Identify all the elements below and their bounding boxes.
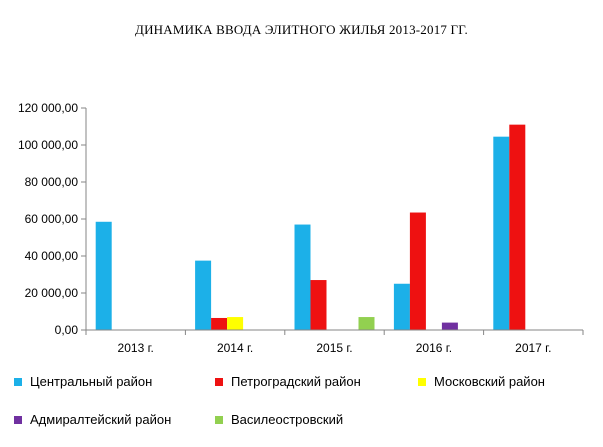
bar xyxy=(211,317,228,330)
x-tick-label: 2014 г. xyxy=(217,341,253,355)
x-axis: 2013 г. 2014 г. 2015 г. 2016 г. 2017 г. xyxy=(85,329,584,355)
bar xyxy=(95,221,112,330)
x-tick-label: 2015 г. xyxy=(316,341,352,355)
y-tick-label: 0,00 xyxy=(55,323,79,337)
bar xyxy=(393,283,410,330)
bar xyxy=(509,124,526,331)
bar xyxy=(294,224,311,330)
bar xyxy=(409,212,426,330)
bar xyxy=(358,317,375,330)
bar xyxy=(441,322,458,330)
x-tick-label: 2016 г. xyxy=(416,341,452,355)
x-tick-label: 2013 г. xyxy=(118,341,154,355)
chart-title: ДИНАМИКА ВВОДА ЭЛИТНОГО ЖИЛЬЯ 2013-2017 … xyxy=(135,22,468,37)
y-tick-label: 80 000,00 xyxy=(25,175,79,189)
y-tick-label: 120 000,00 xyxy=(18,101,78,115)
bar xyxy=(493,136,510,330)
bar xyxy=(195,260,212,330)
x-tick-label: 2017 г. xyxy=(515,341,551,355)
y-tick-label: 60 000,00 xyxy=(25,212,79,226)
bar xyxy=(310,280,327,330)
y-axis: 0,00 20 000,00 40 000,00 60 000,00 80 000,00… xyxy=(18,101,87,337)
bars xyxy=(95,124,526,331)
y-tick-label: 100 000,00 xyxy=(18,138,78,152)
y-tick-label: 20 000,00 xyxy=(25,286,79,300)
bar xyxy=(227,317,244,330)
y-tick-label: 40 000,00 xyxy=(25,249,79,263)
